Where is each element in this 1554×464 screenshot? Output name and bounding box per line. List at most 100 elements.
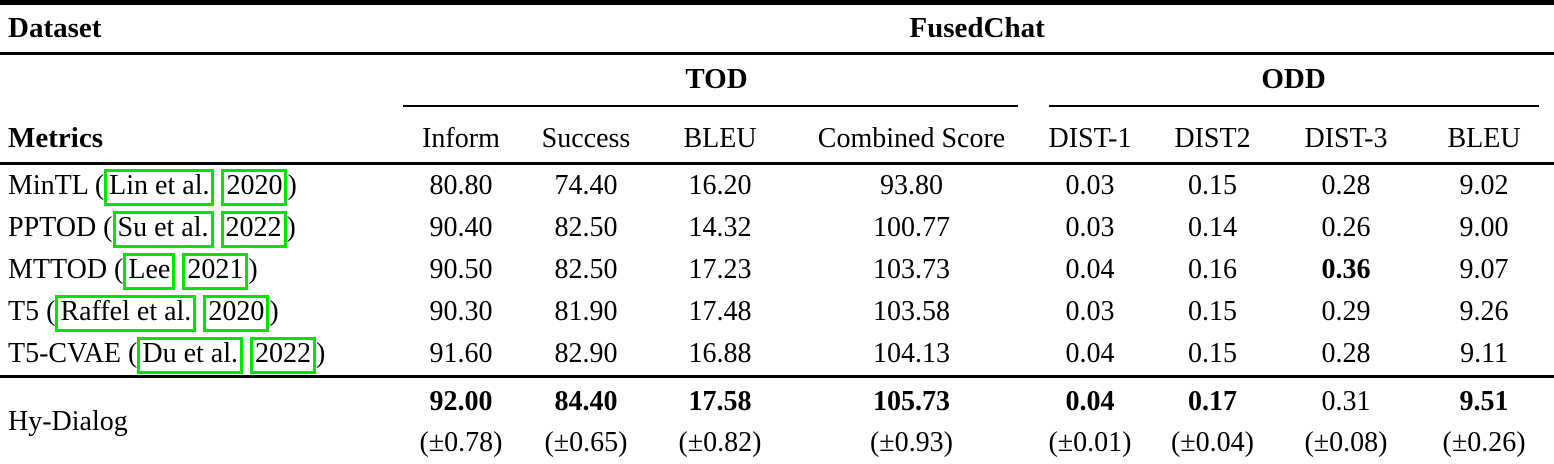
metric-value: 0.28 xyxy=(1321,170,1371,201)
metric-value-with-std: 0.31 (±0.08) xyxy=(1278,375,1414,464)
citation-year-link[interactable]: 2020 xyxy=(203,295,270,332)
column-header-combined-score: Combined Score xyxy=(790,107,1033,165)
metric-value: 0.04 xyxy=(1065,254,1115,285)
metric-value: 0.15 xyxy=(1188,170,1237,201)
metric-value: 9.00 xyxy=(1459,212,1509,243)
table-row-dataset: Dataset FusedChat xyxy=(0,2,1554,55)
empty-cell xyxy=(0,54,400,108)
dataset-header-label: Dataset xyxy=(0,2,400,55)
metric-value: 9.26 xyxy=(1459,296,1509,327)
metric-std: (±0.04) xyxy=(1170,426,1254,458)
metric-value: 105.73 xyxy=(873,385,950,417)
citation-author-link[interactable]: Du et al. xyxy=(137,337,244,374)
metric-value: 16.20 xyxy=(688,170,752,201)
citation-year-link[interactable]: 2020 xyxy=(221,169,288,206)
metric-value: 104.13 xyxy=(873,338,950,369)
model-name-text: ) xyxy=(316,338,326,369)
metric-value: 0.04 xyxy=(1065,338,1115,369)
citation-year-link[interactable]: 2022 xyxy=(220,211,287,248)
metric-value: 16.88 xyxy=(688,338,752,369)
table-row-hy-dialog: Hy-Dialog 92.00 (±0.78) 84.40 (±0.65) 17… xyxy=(0,375,1554,464)
column-header-dist1: DIST-1 xyxy=(1033,107,1147,165)
citation-author-link[interactable]: Su et al. xyxy=(112,211,214,248)
metric-value: 92.00 xyxy=(429,385,493,417)
metric-std: (±0.01) xyxy=(1048,426,1132,458)
model-name-text: ) xyxy=(286,212,296,243)
model-name-text: PPTOD ( xyxy=(8,212,113,243)
metric-value: 82.50 xyxy=(554,254,618,285)
metric-value: 9.51 xyxy=(1459,385,1509,417)
metric-value: 0.16 xyxy=(1188,254,1237,285)
metric-std: (±0.78) xyxy=(419,426,503,458)
metric-value: 81.90 xyxy=(554,296,618,327)
table-row-pptod: PPTOD (Su et al. 2022) 90.40 82.50 14.32… xyxy=(0,207,1554,249)
metric-std: (±0.26) xyxy=(1442,426,1526,458)
metric-value: 0.03 xyxy=(1065,212,1115,243)
citation-year-link[interactable]: 2022 xyxy=(250,337,317,374)
metric-value: 17.58 xyxy=(688,385,752,417)
column-header-dist2: DIST2 xyxy=(1147,107,1278,165)
metric-value: 103.73 xyxy=(873,254,950,285)
dataset-name: FusedChat xyxy=(400,2,1554,55)
model-name-text: ) xyxy=(287,170,297,201)
metric-value: 14.32 xyxy=(688,212,752,243)
metric-value: 0.15 xyxy=(1188,338,1237,369)
group-header-tod: TOD xyxy=(400,54,1033,107)
metric-value: 17.48 xyxy=(688,296,752,327)
metric-value: 0.03 xyxy=(1065,170,1115,201)
metric-value-with-std: 105.73 (±0.93) xyxy=(790,375,1033,464)
group-label-odd: ODD xyxy=(1261,63,1326,95)
table-row-metrics-header: Metrics Inform Success BLEU Combined Sco… xyxy=(0,107,1554,165)
metric-value: 0.31 xyxy=(1321,385,1371,417)
metric-value-with-std: 0.04 (±0.01) xyxy=(1033,375,1147,464)
metric-value: 93.80 xyxy=(880,170,943,201)
table-row-t5: T5 (Raffel et al. 2020) 90.30 81.90 17.4… xyxy=(0,291,1554,333)
model-name-text: ) xyxy=(248,254,258,285)
group-label-tod: TOD xyxy=(685,63,748,95)
model-name-cell: T5-CVAE (Du et al. 2022) xyxy=(0,333,400,377)
model-name-text: T5-CVAE ( xyxy=(8,338,138,369)
column-header-bleu-tod: BLEU xyxy=(650,107,790,165)
metric-value: 91.60 xyxy=(429,338,493,369)
model-name-cell: PPTOD (Su et al. 2022) xyxy=(0,207,400,249)
citation-year-link[interactable]: 2021 xyxy=(182,253,249,290)
metric-value: 90.50 xyxy=(429,254,493,285)
metric-value: 9.02 xyxy=(1459,170,1509,201)
metrics-header-label: Metrics xyxy=(0,107,400,165)
metric-value: 80.80 xyxy=(429,170,493,201)
column-header-success: Success xyxy=(522,107,650,165)
metric-std: (±0.08) xyxy=(1304,426,1388,458)
metric-value: 84.40 xyxy=(554,385,618,417)
odd-cmidrule xyxy=(1049,105,1540,107)
metric-value-with-std: 92.00 (±0.78) xyxy=(400,375,522,464)
model-name-text: MinTL ( xyxy=(8,170,105,201)
table-row-groups: TOD ODD xyxy=(0,54,1554,108)
metric-value: 0.28 xyxy=(1321,338,1371,369)
metric-value: 74.40 xyxy=(554,170,618,201)
model-name-cell: MTTOD (Lee 2021) xyxy=(0,249,400,291)
table-row-mintl: MinTL (Lin et al. 2020) 80.80 74.40 16.2… xyxy=(0,164,1554,208)
table-row-mttod: MTTOD (Lee 2021) 90.50 82.50 17.23 103.7… xyxy=(0,249,1554,291)
metric-value: 0.36 xyxy=(1321,254,1371,285)
metric-value: 0.04 xyxy=(1065,385,1115,417)
metric-value: 0.14 xyxy=(1188,212,1237,243)
metric-std: (±0.82) xyxy=(678,426,762,458)
metric-value-with-std: 84.40 (±0.65) xyxy=(522,375,650,464)
metric-value: 9.07 xyxy=(1459,254,1509,285)
group-header-odd: ODD xyxy=(1033,54,1554,107)
metric-value: 0.03 xyxy=(1065,296,1115,327)
model-name-text: T5 ( xyxy=(8,296,56,327)
model-name-cell: T5 (Raffel et al. 2020) xyxy=(0,291,400,333)
metric-value: 0.15 xyxy=(1188,296,1237,327)
citation-author-link[interactable]: Lee xyxy=(123,253,176,290)
column-header-bleu-odd: BLEU xyxy=(1414,107,1554,165)
metric-value-with-std: 9.51 (±0.26) xyxy=(1414,375,1554,464)
metric-value: 103.58 xyxy=(873,296,950,327)
metric-value: 82.50 xyxy=(554,212,618,243)
citation-author-link[interactable]: Raffel et al. xyxy=(55,295,197,332)
citation-author-link[interactable]: Lin et al. xyxy=(104,169,215,206)
model-name-text: ) xyxy=(269,296,279,327)
model-name-text: MTTOD ( xyxy=(8,254,124,285)
